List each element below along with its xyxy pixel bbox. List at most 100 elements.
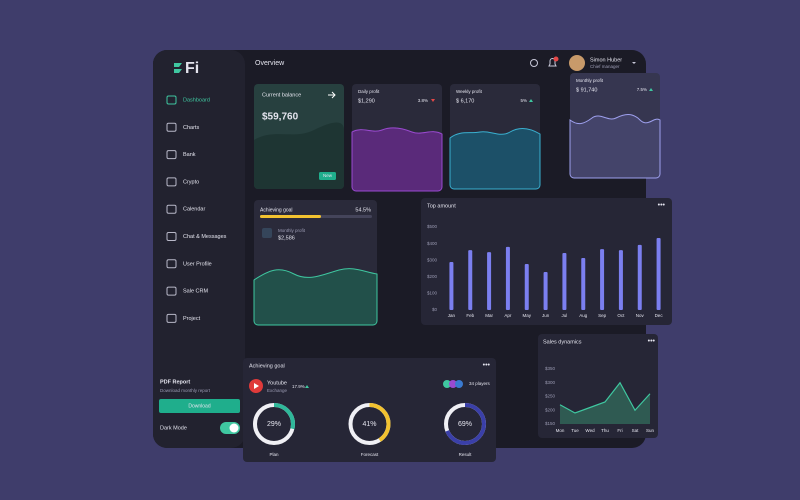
goal-progress (260, 215, 322, 218)
nav: Dashboard Charts Bank Crypto Calendar Chat & … (166, 95, 227, 323)
goal-panel-title: Achieving goal (249, 363, 285, 369)
gauge-arc (444, 403, 486, 445)
bar (656, 237, 661, 310)
gauge-value: 41% (362, 421, 376, 428)
goal-panel (243, 358, 496, 462)
nav-icon (166, 150, 177, 160)
nav-icon (166, 286, 177, 296)
x-tick-label: Sun (646, 428, 655, 433)
item-sub: Exchange (267, 388, 288, 393)
more-menu[interactable]: ••• (483, 362, 491, 369)
nav-icon (166, 122, 177, 132)
y-tick-label: $400 (427, 241, 438, 246)
bar (449, 262, 454, 310)
gauge-arc (253, 403, 295, 445)
notification-icon[interactable] (548, 58, 557, 67)
user-name: Simon Huber (590, 57, 622, 63)
dark-mode-label: Dark Mode (160, 425, 187, 431)
x-tick-label: Dec (655, 313, 664, 318)
nav-item[interactable]: Calendar (183, 207, 205, 213)
bar (562, 253, 567, 310)
x-tick-label: Jul (562, 313, 568, 318)
item-name: Youtube (267, 380, 287, 386)
user-menu-caret[interactable] (632, 62, 636, 64)
nav-item[interactable]: Chat & Messages (183, 234, 227, 240)
nav-item[interactable]: Crypto (183, 179, 199, 185)
nav-item[interactable]: Sale CRM (183, 289, 208, 295)
item-change: 17.9% (292, 384, 305, 389)
player-avatar (455, 380, 463, 388)
y-tick-label: $200 (427, 274, 438, 279)
monthly-value: $ 91,740 (576, 87, 597, 93)
x-tick-label: Sat (632, 428, 640, 433)
weekly-value: $ 6,170 (456, 98, 474, 104)
x-tick-label: Wed (585, 428, 595, 433)
nav-icon (166, 95, 177, 105)
y-tick-label: $300 (545, 380, 556, 385)
x-tick-label: Nov (636, 313, 645, 318)
up-arrow (305, 385, 309, 388)
nav-item[interactable]: Charts (183, 125, 199, 131)
notification-badge (553, 56, 559, 62)
monthly-change: 7.5% (637, 87, 647, 92)
logo-mark (174, 63, 182, 73)
nav-item[interactable]: Dashboard (183, 97, 210, 103)
new-badge (319, 172, 336, 180)
goal-label: Monthly profit (278, 228, 306, 233)
avatar[interactable] (569, 55, 585, 71)
gauge-value: 69% (458, 421, 472, 428)
nav-icon (166, 259, 177, 269)
gauge-value: 29% (267, 421, 281, 428)
daily-label: Daily profit (358, 89, 380, 94)
bar (524, 264, 529, 310)
user-role: Chief manager (590, 64, 620, 69)
nav-item[interactable]: User Profile (183, 261, 212, 267)
more-menu[interactable]: ••• (658, 202, 666, 209)
bar (618, 250, 623, 310)
more-menu[interactable]: ••• (648, 338, 656, 345)
x-tick-label: Jun (542, 313, 550, 318)
goal-title: Achieving goal (260, 207, 293, 213)
gauge-label: Plan (269, 452, 279, 457)
y-tick-label: $0 (432, 307, 438, 312)
nav-icon (166, 204, 177, 214)
top-amount-title: Top amount (427, 203, 456, 209)
play-icon (254, 383, 259, 389)
monthly-label: Monthly profit (576, 78, 604, 83)
x-tick-label: Oct (617, 313, 625, 318)
promo-title: PDF Report (160, 379, 190, 385)
x-tick-label: Jan (448, 313, 456, 318)
x-tick-label: Mar (485, 313, 493, 318)
x-tick-label: Aug (579, 313, 588, 318)
bar (600, 249, 605, 310)
bar (487, 252, 492, 310)
settings-icon[interactable] (530, 59, 538, 67)
bar (543, 271, 548, 310)
weekly-label: Weekly profit (456, 89, 483, 94)
y-tick-label: $300 (427, 257, 438, 262)
player-avatar (443, 380, 451, 388)
nav-item[interactable]: Project (183, 316, 201, 322)
balance-label: Current balance (262, 92, 301, 98)
balance-arrow[interactable] (328, 91, 336, 99)
x-tick-label: Mon (556, 428, 565, 433)
x-tick-label: Apr (504, 313, 512, 318)
line (559, 381, 651, 414)
sidebar (153, 50, 245, 448)
balance-value: $59,760 (262, 112, 299, 123)
x-tick-label: Fri (617, 428, 622, 433)
bar (468, 250, 473, 310)
goal-icon (262, 228, 272, 238)
goal-percent: 54.5% (355, 207, 371, 213)
download-button[interactable] (159, 399, 240, 413)
x-tick-label: May (522, 313, 531, 318)
x-tick-label: Tue (571, 428, 579, 433)
x-tick-label: Sep (598, 313, 607, 318)
x-tick-label: Thu (601, 428, 609, 433)
player-avatar (449, 380, 457, 388)
y-tick-label: $150 (545, 421, 556, 426)
y-tick-label: $500 (427, 224, 438, 229)
brand: Fi (185, 60, 199, 77)
nav-item[interactable]: Bank (183, 152, 196, 158)
